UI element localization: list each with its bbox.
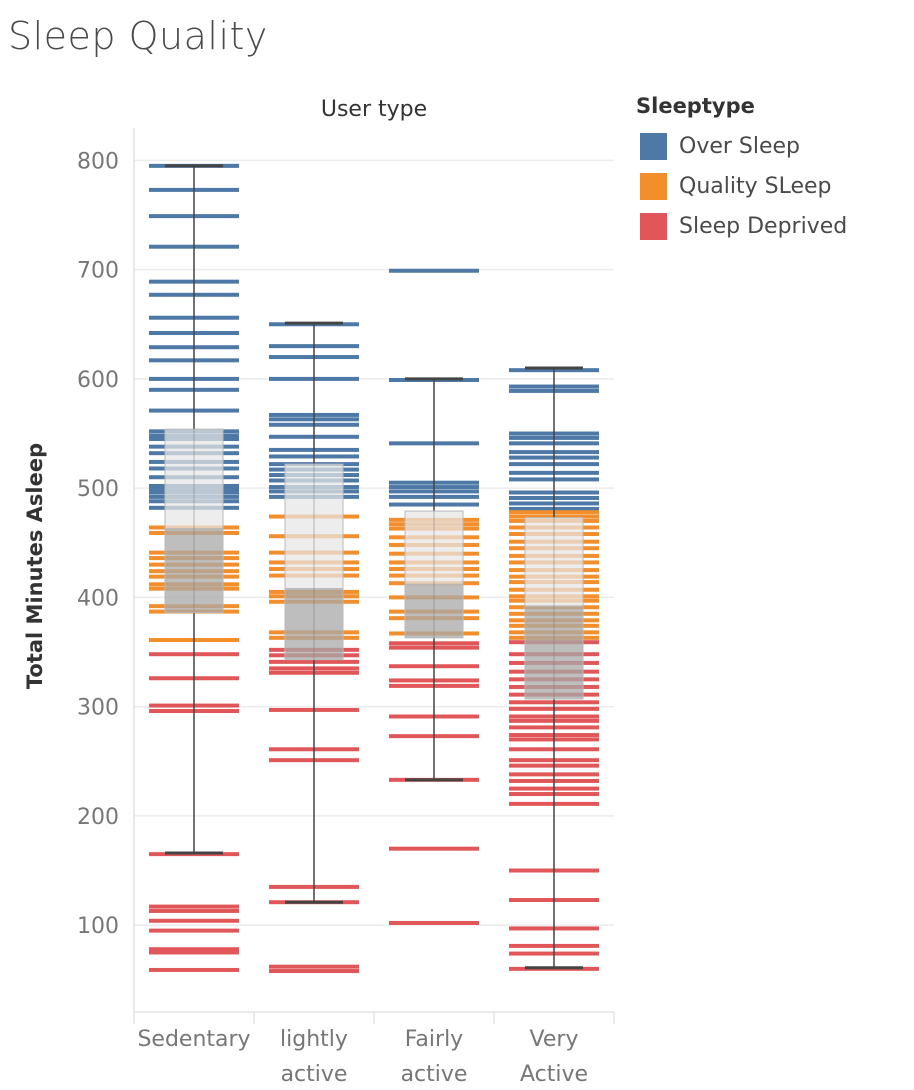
legend-title: Sleeptype (636, 94, 755, 118)
strip-mark (149, 947, 239, 952)
chart-title: Sleep Quality (8, 14, 268, 58)
y-axis-label: Total Minutes Asleep (23, 443, 47, 689)
legend-swatch (640, 172, 667, 200)
y-tick-label: 400 (77, 586, 119, 611)
legend-label: Sleep Deprived (679, 213, 848, 239)
legend-swatch (640, 212, 667, 240)
y-tick-label: 100 (77, 914, 119, 939)
strip-mark (149, 908, 239, 913)
legend-label: Quality SLeep (679, 173, 832, 199)
strip-mark (149, 918, 239, 923)
strip-mark (389, 268, 479, 273)
legend-label: Over Sleep (679, 133, 801, 159)
box-plot (284, 321, 344, 904)
y-tick-label: 200 (77, 805, 119, 830)
legend: Sleeptype Over Sleep Quality SLeep Sleep… (636, 94, 847, 246)
y-tick-label: 600 (77, 368, 119, 393)
strip-mark (389, 846, 479, 851)
x-category-label: Fairly active (401, 1027, 468, 1087)
y-tick-label: 800 (77, 149, 119, 174)
strip-mark (389, 920, 479, 925)
strip-mark (149, 904, 239, 909)
x-category-label: Very Active (520, 1027, 588, 1087)
strip-mark (269, 969, 359, 974)
legend-swatch (640, 132, 667, 160)
legend-item-over-sleep[interactable]: Over Sleep (636, 126, 847, 166)
column-header: User type (321, 97, 427, 122)
strip-mark (149, 950, 239, 955)
box-plot (164, 164, 224, 855)
y-tick-label: 300 (77, 696, 119, 721)
box-plot (524, 366, 584, 970)
y-tick-label: 700 (77, 259, 119, 284)
y-tick-label: 500 (77, 477, 119, 502)
axes: 100 200 300 400 500 600 700 800 Sedentary lightly… (77, 128, 615, 1087)
strip-mark (269, 964, 359, 969)
strip-mark (149, 928, 239, 933)
legend-item-sleep-deprived[interactable]: Sleep Deprived (636, 206, 847, 246)
strip-mark (149, 967, 239, 972)
box-plots (164, 164, 584, 970)
x-category-label: lightly active (280, 1027, 348, 1087)
box-plot (404, 377, 464, 782)
x-category-label: Sedentary (137, 1027, 250, 1052)
legend-item-quality-sleep[interactable]: Quality SLeep (636, 166, 847, 206)
